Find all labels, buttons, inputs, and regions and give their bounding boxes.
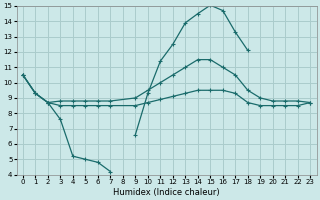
X-axis label: Humidex (Indice chaleur): Humidex (Indice chaleur) [113,188,220,197]
